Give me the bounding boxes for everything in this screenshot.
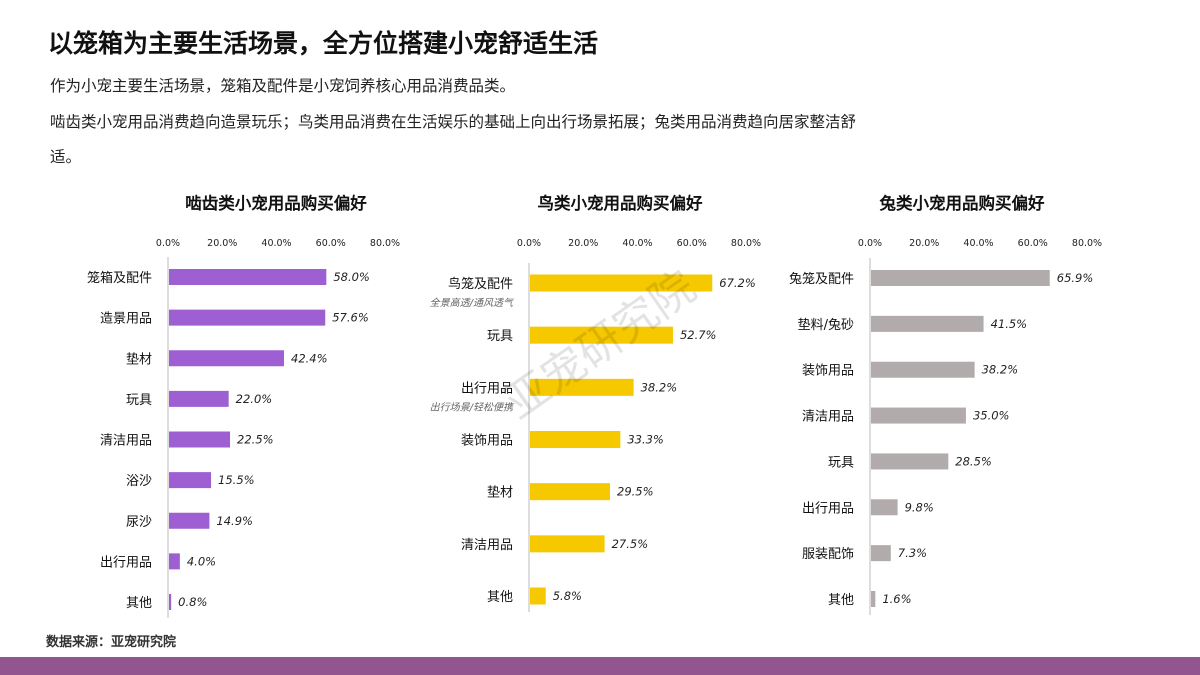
category-label: 造景用品 xyxy=(100,312,152,327)
category-label: 浴沙 xyxy=(126,474,152,489)
subtitle-line: 作为小宠主要生活场景，笼箱及配件是小宠饲养核心用品消费品类。 xyxy=(50,77,516,95)
category-label: 出行用品 xyxy=(461,381,513,396)
bar-value-label: 42.4% xyxy=(291,351,328,365)
bar xyxy=(871,453,949,470)
chart-title-rodent: 啮齿类小宠用品购买偏好 xyxy=(185,194,367,213)
subtitle-line: 啮齿类小宠用品消费趋向造景玩乐；鸟类用品消费在生活娱乐的基础上向出行场景拓展；兔… xyxy=(50,113,857,131)
bar xyxy=(871,591,876,607)
bar xyxy=(169,431,231,448)
category-label: 兔笼及配件 xyxy=(789,271,854,287)
bar-value-label: 22.5% xyxy=(237,433,274,447)
bar-value-label: 38.2% xyxy=(641,380,678,394)
x-tick-label: 60.0% xyxy=(1018,238,1048,249)
bar xyxy=(530,483,611,501)
x-tick-label: 20.0% xyxy=(568,238,598,249)
bar xyxy=(169,350,285,367)
category-label: 垫料/兔砂 xyxy=(798,317,854,333)
category-label: 服装配饰 xyxy=(802,547,854,562)
bar xyxy=(530,378,634,396)
x-tick-label: 20.0% xyxy=(909,238,939,249)
category-label: 鸟笼及配件 xyxy=(448,276,513,292)
bar xyxy=(871,361,975,378)
bar-value-label: 9.8% xyxy=(905,500,934,514)
bar-value-label: 41.5% xyxy=(991,317,1028,331)
bar-value-label: 22.0% xyxy=(236,392,273,406)
bar-value-label: 29.5% xyxy=(617,485,654,499)
category-label: 清洁用品 xyxy=(100,434,152,449)
bar-value-label: 33.3% xyxy=(627,433,664,447)
category-label: 玩具 xyxy=(126,393,152,408)
bar-value-label: 28.5% xyxy=(955,454,992,468)
bar-value-label: 65.9% xyxy=(1057,271,1094,285)
footer-bar xyxy=(0,657,1200,675)
bar-value-label: 52.7% xyxy=(680,328,717,342)
bar-value-label: 5.8% xyxy=(553,589,582,603)
bar-value-label: 0.8% xyxy=(178,595,207,609)
category-label: 装饰用品 xyxy=(802,364,854,379)
category-label: 清洁用品 xyxy=(802,410,854,425)
bar xyxy=(871,499,898,516)
x-tick-label: 60.0% xyxy=(316,238,346,249)
x-tick-label: 0.0% xyxy=(858,238,882,249)
category-label: 笼箱及配件 xyxy=(87,270,152,286)
bar xyxy=(871,545,891,562)
x-tick-label: 80.0% xyxy=(1072,238,1102,249)
x-tick-label: 40.0% xyxy=(963,238,993,249)
category-label: 清洁用品 xyxy=(461,538,513,553)
page-title: 以笼箱为主要生活场景，全方位搭建小宠舒适生活 xyxy=(48,29,599,58)
bar xyxy=(530,587,546,605)
category-label: 出行用品 xyxy=(100,555,152,570)
subtitle-line: 适。 xyxy=(50,148,82,166)
x-tick-label: 20.0% xyxy=(207,238,237,249)
category-label: 装饰用品 xyxy=(461,434,513,449)
bar-value-label: 57.6% xyxy=(332,311,369,325)
x-tick-label: 80.0% xyxy=(731,238,761,249)
category-label: 出行用品 xyxy=(802,501,854,516)
bar xyxy=(530,535,605,553)
bar xyxy=(530,431,621,448)
category-note: 出行场景/轻松便携 xyxy=(430,401,515,413)
category-note: 全景高透/通风透气 xyxy=(430,297,515,309)
data-source: 数据来源：亚宠研究院 xyxy=(46,635,177,650)
x-tick-label: 80.0% xyxy=(370,238,400,249)
bar-value-label: 7.3% xyxy=(898,546,927,560)
x-tick-label: 0.0% xyxy=(517,238,541,249)
bar xyxy=(169,594,172,610)
bar-value-label: 15.5% xyxy=(218,473,255,487)
x-tick-label: 60.0% xyxy=(677,238,707,249)
bar xyxy=(871,407,966,424)
category-label: 玩具 xyxy=(487,329,513,344)
bar xyxy=(871,315,984,332)
bar-value-label: 38.2% xyxy=(982,363,1019,377)
bar xyxy=(169,472,212,489)
bar-value-label: 1.6% xyxy=(882,592,911,606)
bar xyxy=(169,309,326,326)
category-label: 垫材 xyxy=(126,351,152,367)
bar-value-label: 27.5% xyxy=(612,537,649,551)
bar-value-label: 67.2% xyxy=(719,276,756,290)
bar xyxy=(169,390,229,407)
x-tick-label: 40.0% xyxy=(622,238,652,249)
chart-title-bird: 鸟类小宠用品购买偏好 xyxy=(537,194,703,213)
bar-value-label: 35.0% xyxy=(973,409,1010,423)
chart-title-rabbit: 兔类小宠用品购买偏好 xyxy=(879,194,1045,213)
bar-value-label: 58.0% xyxy=(333,270,370,284)
x-tick-label: 40.0% xyxy=(261,238,291,249)
bar xyxy=(530,326,673,344)
bar xyxy=(530,274,713,292)
category-label: 其他 xyxy=(487,590,513,605)
category-label: 其他 xyxy=(828,593,854,608)
category-label: 其他 xyxy=(126,596,152,611)
bar xyxy=(169,512,210,529)
bar xyxy=(169,269,327,285)
bar-value-label: 14.9% xyxy=(216,514,253,528)
x-tick-label: 0.0% xyxy=(156,238,180,249)
bar-value-label: 4.0% xyxy=(187,554,216,568)
category-label: 玩具 xyxy=(828,455,854,470)
bar xyxy=(871,270,1050,286)
category-label: 尿沙 xyxy=(126,515,152,530)
bar xyxy=(169,553,180,570)
category-label: 垫材 xyxy=(487,485,513,501)
